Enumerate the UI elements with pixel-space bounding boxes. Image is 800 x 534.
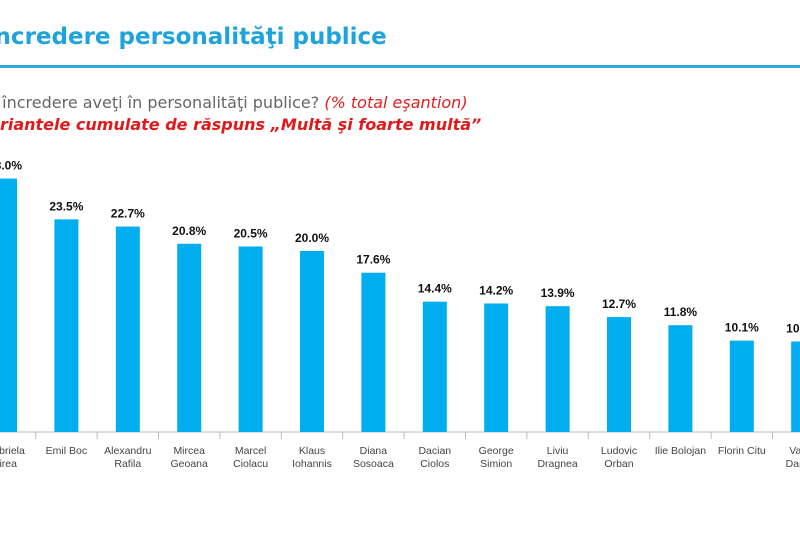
- category-label: Mircea: [173, 445, 205, 457]
- category-label: Alexandru: [104, 445, 151, 457]
- bar: [729, 340, 754, 432]
- bar: [54, 219, 79, 432]
- bar: [238, 246, 263, 432]
- category-label: Klaus: [299, 445, 325, 457]
- data-label: 20.8%: [172, 224, 206, 238]
- bar: [422, 301, 447, 432]
- page-title: Încredere personalităţi publice: [0, 24, 387, 50]
- category-label: Diana: [360, 445, 388, 457]
- data-label: 23.5%: [49, 199, 83, 213]
- category-label: Ludovic: [601, 445, 637, 457]
- data-label: 14.2%: [479, 283, 513, 297]
- bar: [177, 243, 202, 432]
- bar: [361, 272, 386, 432]
- data-label: 10.0%: [786, 322, 800, 336]
- title-divider: [0, 65, 800, 68]
- bar: [300, 251, 324, 432]
- data-label: 13.9%: [541, 286, 575, 300]
- bar: [0, 178, 17, 432]
- category-label: Sosoaca: [353, 458, 394, 470]
- category-label: Dragnea: [537, 458, 577, 470]
- category-label: Emil Boc: [46, 445, 87, 457]
- bar: [791, 341, 800, 432]
- data-label: 14.4%: [418, 282, 452, 296]
- data-label: 17.6%: [356, 253, 390, 267]
- data-label: 28.0%: [0, 159, 22, 173]
- category-label: Vasile: [789, 445, 800, 457]
- category-label: Ilie Bolojan: [655, 445, 707, 457]
- data-label: 20.5%: [234, 226, 268, 240]
- category-label: Liviu: [547, 445, 569, 457]
- question: Câtă încredere aveţi în personalităţi pu…: [0, 93, 320, 112]
- data-label: 20.0%: [295, 231, 329, 245]
- question-note: (% total eşantion): [324, 93, 468, 112]
- category-label: Marcel: [235, 445, 267, 457]
- category-label: Gabriela: [0, 445, 25, 457]
- category-label: Ciolacu: [233, 458, 268, 470]
- category-label: Geoana: [171, 458, 209, 470]
- category-label: Florin Citu: [718, 445, 766, 457]
- data-label: 22.7%: [111, 207, 145, 221]
- category-label: Dancila: [786, 458, 800, 470]
- question-text: Câtă încredere aveţi în personalităţi pu…: [0, 93, 468, 112]
- category-label: Orban: [604, 458, 633, 470]
- category-label: Iohannis: [292, 458, 332, 470]
- category-label: Simion: [480, 458, 512, 470]
- chart-subtitle: Variantele cumulate de răspuns „Multă şi…: [0, 115, 482, 134]
- category-label: Firea: [0, 458, 17, 470]
- category-label: Ciolos: [420, 458, 449, 470]
- category-label: Rafila: [114, 458, 141, 470]
- bar: [607, 317, 631, 432]
- category-label: Dacian: [418, 445, 451, 457]
- bar: [545, 306, 570, 432]
- data-label: 11.8%: [664, 305, 698, 319]
- bar: [115, 226, 140, 432]
- bar: [484, 303, 509, 432]
- category-label: George: [479, 445, 514, 457]
- data-label: 12.7%: [602, 297, 636, 311]
- bar: [668, 325, 693, 432]
- data-label: 10.1%: [725, 321, 759, 335]
